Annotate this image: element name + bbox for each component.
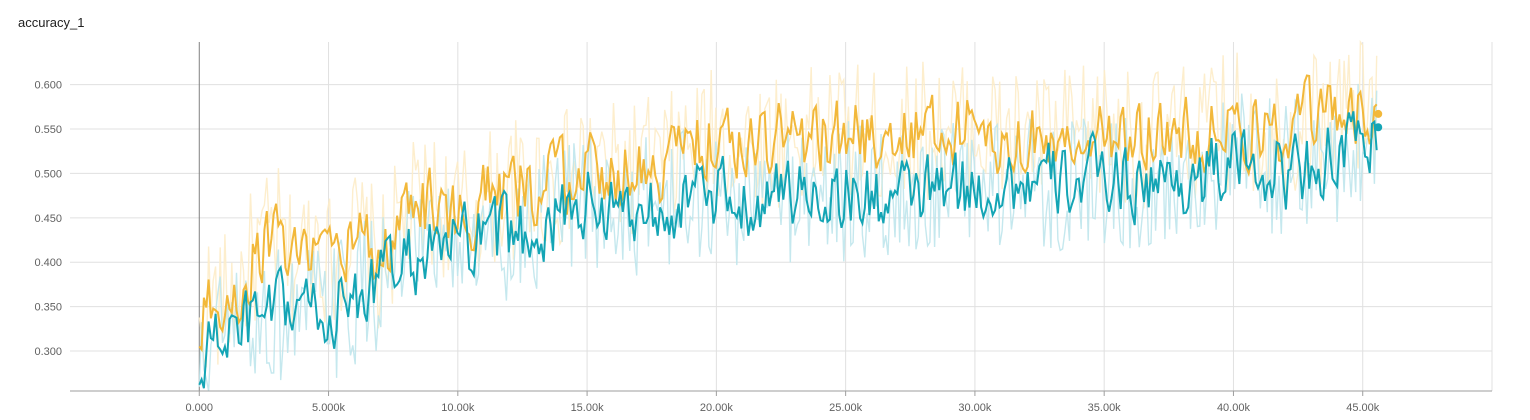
smoothed-lines-layer xyxy=(198,74,1383,389)
x-tick-label: 40.00k xyxy=(1217,402,1251,414)
series-end-point xyxy=(1374,123,1383,132)
x-tick-label: 0.000 xyxy=(186,402,214,414)
smoothed-series-line xyxy=(198,74,1378,353)
x-tick-label: 35.00k xyxy=(1088,402,1122,414)
x-tick-label: 5.000k xyxy=(312,402,346,414)
y-tick-label: 0.300 xyxy=(34,346,62,358)
y-tick-label: 0.450 xyxy=(34,213,62,225)
y-tick-label: 0.500 xyxy=(34,168,62,180)
y-tick-label: 0.550 xyxy=(34,124,62,136)
x-tick-label: 30.00k xyxy=(958,402,992,414)
x-tick-label: 25.00k xyxy=(829,402,863,414)
raw-series-line xyxy=(198,83,1378,392)
y-tick-label: 0.600 xyxy=(34,80,62,92)
x-tick-label: 20.00k xyxy=(700,402,734,414)
smoothed-series-line xyxy=(198,111,1378,389)
x-tick-label: 10.00k xyxy=(441,402,475,414)
y-tick-label: 0.350 xyxy=(34,302,62,314)
x-tick-label: 15.00k xyxy=(571,402,605,414)
axis-layer: 0.300 0.350 0.400 0.450 0.500 0.550 0.600 0.000… xyxy=(34,80,1492,414)
y-tick-label: 0.400 xyxy=(34,257,62,269)
x-tick-label: 45.00k xyxy=(1346,402,1380,414)
chart-title: accuracy_1 xyxy=(18,15,85,30)
series-end-point xyxy=(1374,109,1383,118)
raw-lines-layer xyxy=(198,39,1378,392)
